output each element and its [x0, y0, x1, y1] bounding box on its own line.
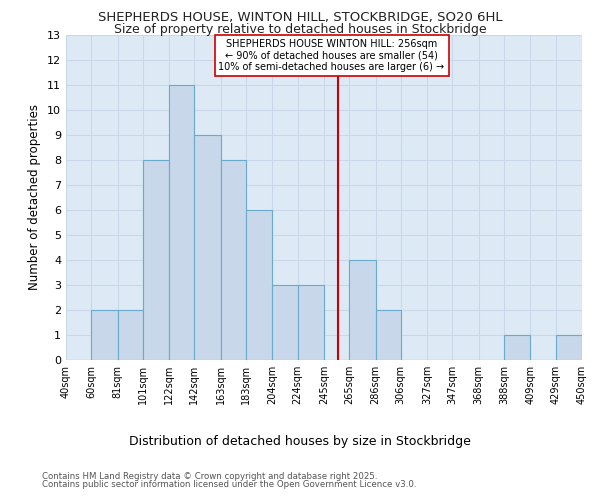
- Text: Contains public sector information licensed under the Open Government Licence v3: Contains public sector information licen…: [42, 480, 416, 489]
- Bar: [246, 210, 272, 360]
- Bar: [118, 310, 143, 360]
- Bar: [91, 310, 118, 360]
- Text: SHEPHERDS HOUSE WINTON HILL: 256sqm
← 90% of detached houses are smaller (54)
10: SHEPHERDS HOUSE WINTON HILL: 256sqm ← 90…: [218, 39, 445, 72]
- Text: Size of property relative to detached houses in Stockbridge: Size of property relative to detached ho…: [113, 22, 487, 36]
- Bar: [169, 85, 194, 360]
- Bar: [376, 310, 401, 360]
- Text: Contains HM Land Registry data © Crown copyright and database right 2025.: Contains HM Land Registry data © Crown c…: [42, 472, 377, 481]
- Bar: [349, 260, 376, 360]
- Text: Distribution of detached houses by size in Stockbridge: Distribution of detached houses by size …: [129, 435, 471, 448]
- Bar: [504, 335, 530, 360]
- Bar: [272, 285, 298, 360]
- Bar: [221, 160, 246, 360]
- Bar: [556, 335, 582, 360]
- Bar: [298, 285, 324, 360]
- Bar: [143, 160, 169, 360]
- Bar: [194, 135, 221, 360]
- Y-axis label: Number of detached properties: Number of detached properties: [28, 104, 41, 290]
- Text: SHEPHERDS HOUSE, WINTON HILL, STOCKBRIDGE, SO20 6HL: SHEPHERDS HOUSE, WINTON HILL, STOCKBRIDG…: [98, 11, 502, 24]
